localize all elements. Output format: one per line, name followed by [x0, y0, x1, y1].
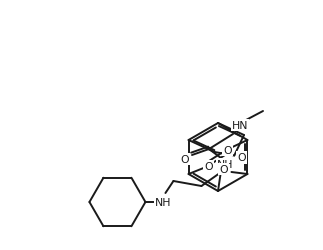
- Text: NH: NH: [155, 197, 172, 207]
- Text: O: O: [237, 153, 245, 163]
- Text: O: O: [223, 146, 232, 156]
- Text: O: O: [219, 164, 228, 174]
- Text: NH: NH: [217, 159, 233, 169]
- Text: HN: HN: [232, 120, 248, 130]
- Text: O: O: [181, 154, 189, 164]
- Text: O: O: [204, 161, 213, 171]
